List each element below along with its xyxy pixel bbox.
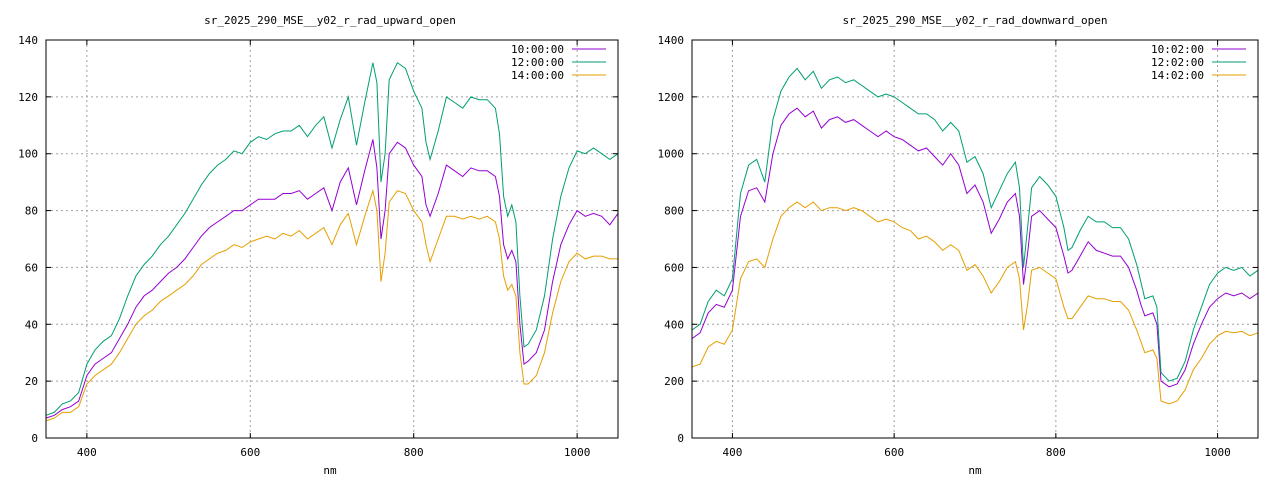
- y-tick-label: 600: [664, 261, 684, 274]
- series-line-120000: [45, 61, 619, 416]
- y-tick-label: 80: [25, 205, 38, 218]
- y-tick-label: 100: [18, 148, 38, 161]
- x-tick-label: 600: [884, 446, 904, 459]
- series-lines: [691, 67, 1259, 405]
- y-tick-label: 40: [25, 318, 38, 331]
- y-tick-label: 1200: [658, 91, 685, 104]
- y-tick-label: 1400: [658, 34, 685, 47]
- plot-frame: [691, 39, 1259, 439]
- chart-title: sr_2025_290_MSE__y02_r_rad_upward_open: [204, 14, 456, 27]
- y-tick-label: 800: [664, 205, 684, 218]
- y-tick-label: 1000: [658, 148, 685, 161]
- series-line-100000: [45, 139, 619, 419]
- y-tick-label: 60: [25, 261, 38, 274]
- y-tick-label: 400: [664, 318, 684, 331]
- y-tick-label: 140: [18, 34, 38, 47]
- series-line-140000: [45, 188, 618, 422]
- downward-radiance-chart: sr_2025_290_MSE__y02_r_rad_downward_open…: [658, 14, 1259, 477]
- upward-radiance-chart: sr_2025_290_MSE__y02_r_rad_upward_open n…: [18, 14, 619, 477]
- x-tick-label: 800: [404, 446, 424, 459]
- legend-label: 12:02:00: [1151, 56, 1204, 69]
- x-axis-label: nm: [968, 464, 982, 477]
- legend-label: 10:02:00: [1151, 43, 1204, 56]
- grid-lines: [692, 40, 1258, 438]
- x-tick-label: 800: [1046, 446, 1066, 459]
- tick-labels: 0 200 400 600 800 1000 1200 1400 400 600 800 1000: [658, 34, 1258, 459]
- y-tick-label: 0: [677, 432, 684, 445]
- x-tick-label: 1000: [1204, 446, 1231, 459]
- x-axis-label: nm: [323, 464, 337, 477]
- x-tick-label: 600: [240, 446, 260, 459]
- series-line-140200: [691, 201, 1259, 405]
- series-line-100200: [691, 107, 1259, 388]
- legend-label: 14:00:00: [511, 69, 564, 82]
- grid-lines: [46, 40, 618, 438]
- y-tick-label: 120: [18, 91, 38, 104]
- series-lines: [45, 61, 619, 422]
- chart-title: sr_2025_290_MSE__y02_r_rad_downward_open: [843, 14, 1108, 27]
- y-tick-label: 200: [664, 375, 684, 388]
- y-tick-label: 20: [25, 375, 38, 388]
- legend-label: 12:00:00: [511, 56, 564, 69]
- x-tick-label: 1000: [564, 446, 591, 459]
- plot-frame: [45, 39, 619, 439]
- x-tick-label: 400: [77, 446, 97, 459]
- x-tick-label: 400: [722, 446, 742, 459]
- series-line-120200: [691, 67, 1259, 382]
- tick-labels: 0 20 40 60 80 100 120 140 400 600 800 1000: [18, 34, 618, 459]
- legend-label: 10:00:00: [511, 43, 564, 56]
- y-tick-label: 0: [31, 432, 38, 445]
- legend-label: 14:02:00: [1151, 69, 1204, 82]
